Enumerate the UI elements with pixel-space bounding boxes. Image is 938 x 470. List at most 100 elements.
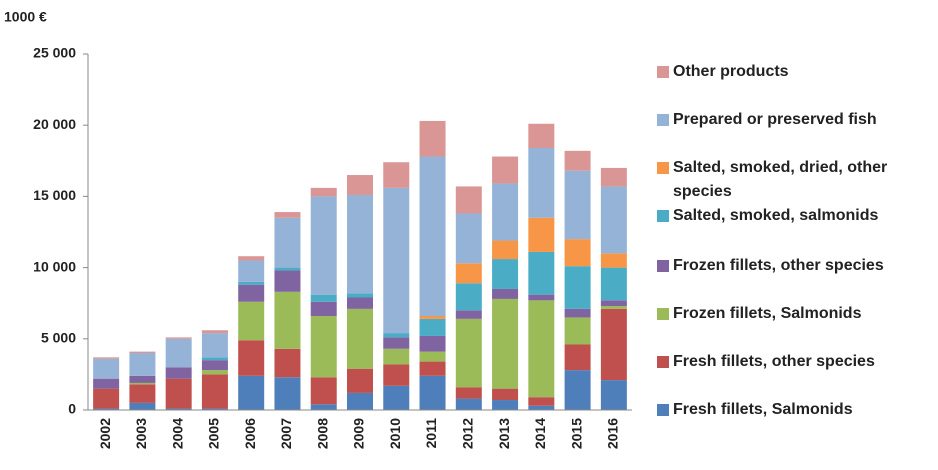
x-tick-label: 2011 <box>423 418 439 449</box>
legend-entry: Prepared or preserved fish <box>657 108 932 132</box>
x-tick-label: 2013 <box>496 418 512 449</box>
bar-segment <box>419 120 446 157</box>
bar-segment <box>347 194 373 294</box>
bar-segment <box>455 186 482 214</box>
bar-segment <box>238 281 265 285</box>
bar-segment <box>310 316 337 378</box>
y-tick-label: 25 000 <box>33 45 76 61</box>
legend-label: Other products <box>673 63 789 80</box>
bar-segment <box>600 300 627 307</box>
x-tick-label: 2004 <box>169 418 185 449</box>
legend-label: Fresh fillets, other species <box>673 353 875 370</box>
bar-segment <box>93 378 120 389</box>
bar-segment <box>600 167 627 187</box>
bar-segment <box>492 400 519 410</box>
bar-segment <box>564 370 591 410</box>
bar-segment <box>238 301 265 341</box>
legend-label: Salted, smoked, salmonids <box>673 207 879 224</box>
bar-segment <box>201 360 228 371</box>
bar-segment <box>455 263 482 284</box>
bar-segment <box>274 217 301 268</box>
bar-segment <box>93 408 120 410</box>
bar-segment <box>419 335 446 352</box>
bar-segment <box>201 370 228 375</box>
x-tick-label: 2016 <box>605 418 621 449</box>
bar-segment <box>600 186 627 254</box>
bar-segment <box>347 368 373 393</box>
bar-segment <box>238 260 265 282</box>
bar-segment <box>129 375 156 383</box>
bar-segment <box>419 156 446 317</box>
bar-segment <box>455 387 482 399</box>
bar-segment <box>201 408 228 410</box>
bar-segment <box>383 364 410 386</box>
bar-segment <box>93 357 120 359</box>
bar-segment <box>274 267 301 271</box>
bar-segment <box>528 217 555 252</box>
bar-segment <box>383 162 410 188</box>
bar-segment <box>310 404 337 410</box>
bar-segment <box>492 156 519 184</box>
legend-swatch <box>657 114 669 126</box>
bar-segment <box>600 308 627 381</box>
legend-swatch <box>657 260 669 272</box>
x-tick-label: 2009 <box>351 418 367 449</box>
bar-segment <box>600 306 627 309</box>
bar-segment <box>419 351 446 362</box>
bar-segment <box>492 259 519 289</box>
bar-segment <box>274 348 301 378</box>
x-tick-label: 2010 <box>387 418 403 449</box>
y-unit: 1000 € <box>4 9 47 25</box>
bar-segment <box>564 317 591 345</box>
bar-segment <box>201 330 228 334</box>
bar-segment <box>129 382 156 385</box>
legend-entry: Fresh fillets, other species <box>657 350 932 374</box>
x-tick-label: 2006 <box>242 418 258 449</box>
bar-segment <box>383 333 410 338</box>
bar-segment <box>274 212 301 218</box>
legend-label: Fresh fillets, Salmonids <box>673 401 853 418</box>
bar-segment <box>564 266 591 309</box>
bar-segment <box>383 385 410 410</box>
legend-swatch <box>657 308 669 320</box>
legend-label: Frozen fillets, Salmonids <box>673 305 862 322</box>
x-tick-label: 2005 <box>206 418 222 449</box>
bar-segment <box>528 147 555 218</box>
x-tick-label: 2012 <box>460 418 476 449</box>
y-tick-label: 20 000 <box>33 116 76 132</box>
bar-segment <box>564 170 591 240</box>
bar-segment <box>492 388 519 401</box>
bar-segment <box>564 150 591 171</box>
legend-swatch <box>657 66 669 78</box>
bar-segment <box>528 294 555 301</box>
bar-segment <box>528 123 555 148</box>
bar-segment <box>201 374 228 409</box>
bar-segment <box>310 301 337 317</box>
bar-segment <box>165 378 192 409</box>
y-tick-label: 0 <box>68 401 76 417</box>
bar-segment <box>201 333 228 358</box>
x-tick-label: 2015 <box>568 418 584 449</box>
bar-segment <box>528 251 555 295</box>
bar-segment <box>310 196 337 295</box>
bar-segment <box>165 337 192 339</box>
bar-segment <box>274 377 301 410</box>
bar-segment <box>238 340 265 376</box>
bar-segment <box>564 344 591 371</box>
bar-segment <box>201 357 228 361</box>
bar-segment <box>165 367 192 379</box>
bar-segment <box>455 310 482 319</box>
bar-segment <box>419 375 446 410</box>
bar-segment <box>455 318 482 388</box>
bar-segment <box>383 348 410 365</box>
legend-swatch <box>657 210 669 222</box>
bar-segment <box>347 293 373 298</box>
bar-segment <box>129 351 156 354</box>
bar-segment <box>600 253 627 268</box>
bar-segment <box>93 388 120 409</box>
bar-segment <box>238 256 265 261</box>
legend-swatch <box>657 356 669 368</box>
legend-entry: Frozen fillets, Salmonids <box>657 302 932 326</box>
